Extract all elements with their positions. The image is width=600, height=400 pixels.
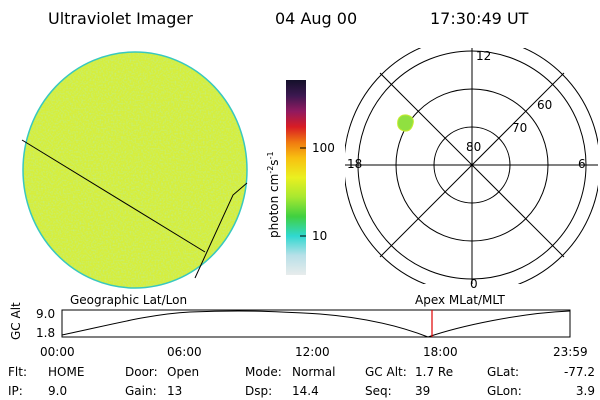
orbit-left-label: Geographic Lat/Lon	[70, 293, 187, 307]
label-sup: -1	[266, 151, 275, 159]
colorbar	[286, 80, 306, 275]
x-tick-label: 12:00	[295, 345, 330, 359]
mlt-label: 18	[347, 157, 362, 171]
status-label: GC Alt:	[365, 365, 407, 379]
status-label: Flt:	[8, 365, 27, 379]
status-label: GLon:	[487, 384, 522, 398]
status-value: 3.9	[576, 384, 595, 398]
mlt-label: 6	[578, 157, 586, 171]
status-label: Gain:	[125, 384, 157, 398]
status-value: 9.0	[48, 384, 67, 398]
label-part: photon cm	[267, 174, 281, 238]
label-part: s	[267, 159, 281, 165]
orbit-frame	[61, 309, 571, 338]
status-label: GLat:	[487, 365, 519, 379]
time: 17:30:49 UT	[430, 9, 529, 28]
mlt-line	[379, 72, 565, 258]
status-label: Seq:	[365, 384, 392, 398]
grid-line	[194, 182, 248, 279]
lat-label: 70	[512, 121, 527, 135]
status-value: 14.4	[292, 384, 319, 398]
x-tick-label: 00:00	[40, 345, 75, 359]
aurora-spot	[397, 114, 414, 132]
grid-line	[21, 139, 206, 253]
lat-label: 80	[466, 140, 481, 154]
colorbar-tick-label: 10	[312, 229, 327, 243]
y-tick-label: 1.8	[36, 326, 55, 340]
lat-label: 60	[537, 98, 552, 112]
x-tick-label: 23:59	[553, 345, 588, 359]
status-label: Door:	[125, 365, 158, 379]
y-axis-label: GC Alt	[9, 302, 23, 340]
status-value: -77.2	[564, 365, 595, 379]
status-value: 13	[167, 384, 182, 398]
x-tick-label: 18:00	[423, 345, 458, 359]
y-tick-label: 9.0	[36, 307, 55, 321]
uv-image	[21, 51, 248, 289]
orbit-right-label: Apex MLat/MLT	[415, 293, 505, 307]
instrument-title: Ultraviolet Imager	[48, 9, 193, 28]
image-texture	[24, 53, 246, 287]
label-sup: -2	[266, 166, 275, 174]
status-value: Normal	[292, 365, 335, 379]
date: 04 Aug 00	[275, 9, 357, 28]
colorbar-tick-label: 100	[312, 141, 335, 155]
status-label: Mode:	[245, 365, 282, 379]
status-label: Dsp:	[245, 384, 272, 398]
mlt-label: 12	[476, 49, 491, 63]
colorbar-label: photon cm-2s-1	[266, 151, 281, 238]
status-value: HOME	[48, 365, 84, 379]
status-panel: Flt: HOME Door: Open Mode: Normal GC Alt: 1.7 R…	[8, 365, 595, 398]
polar-plot	[345, 48, 598, 284]
status-label: IP:	[8, 384, 23, 398]
status-value: 39	[415, 384, 430, 398]
x-tick-label: 06:00	[167, 345, 202, 359]
status-value: 1.7 Re	[415, 365, 453, 379]
mlt-label: 0	[470, 277, 478, 291]
orbit-curve	[61, 310, 571, 338]
status-value: Open	[167, 365, 199, 379]
